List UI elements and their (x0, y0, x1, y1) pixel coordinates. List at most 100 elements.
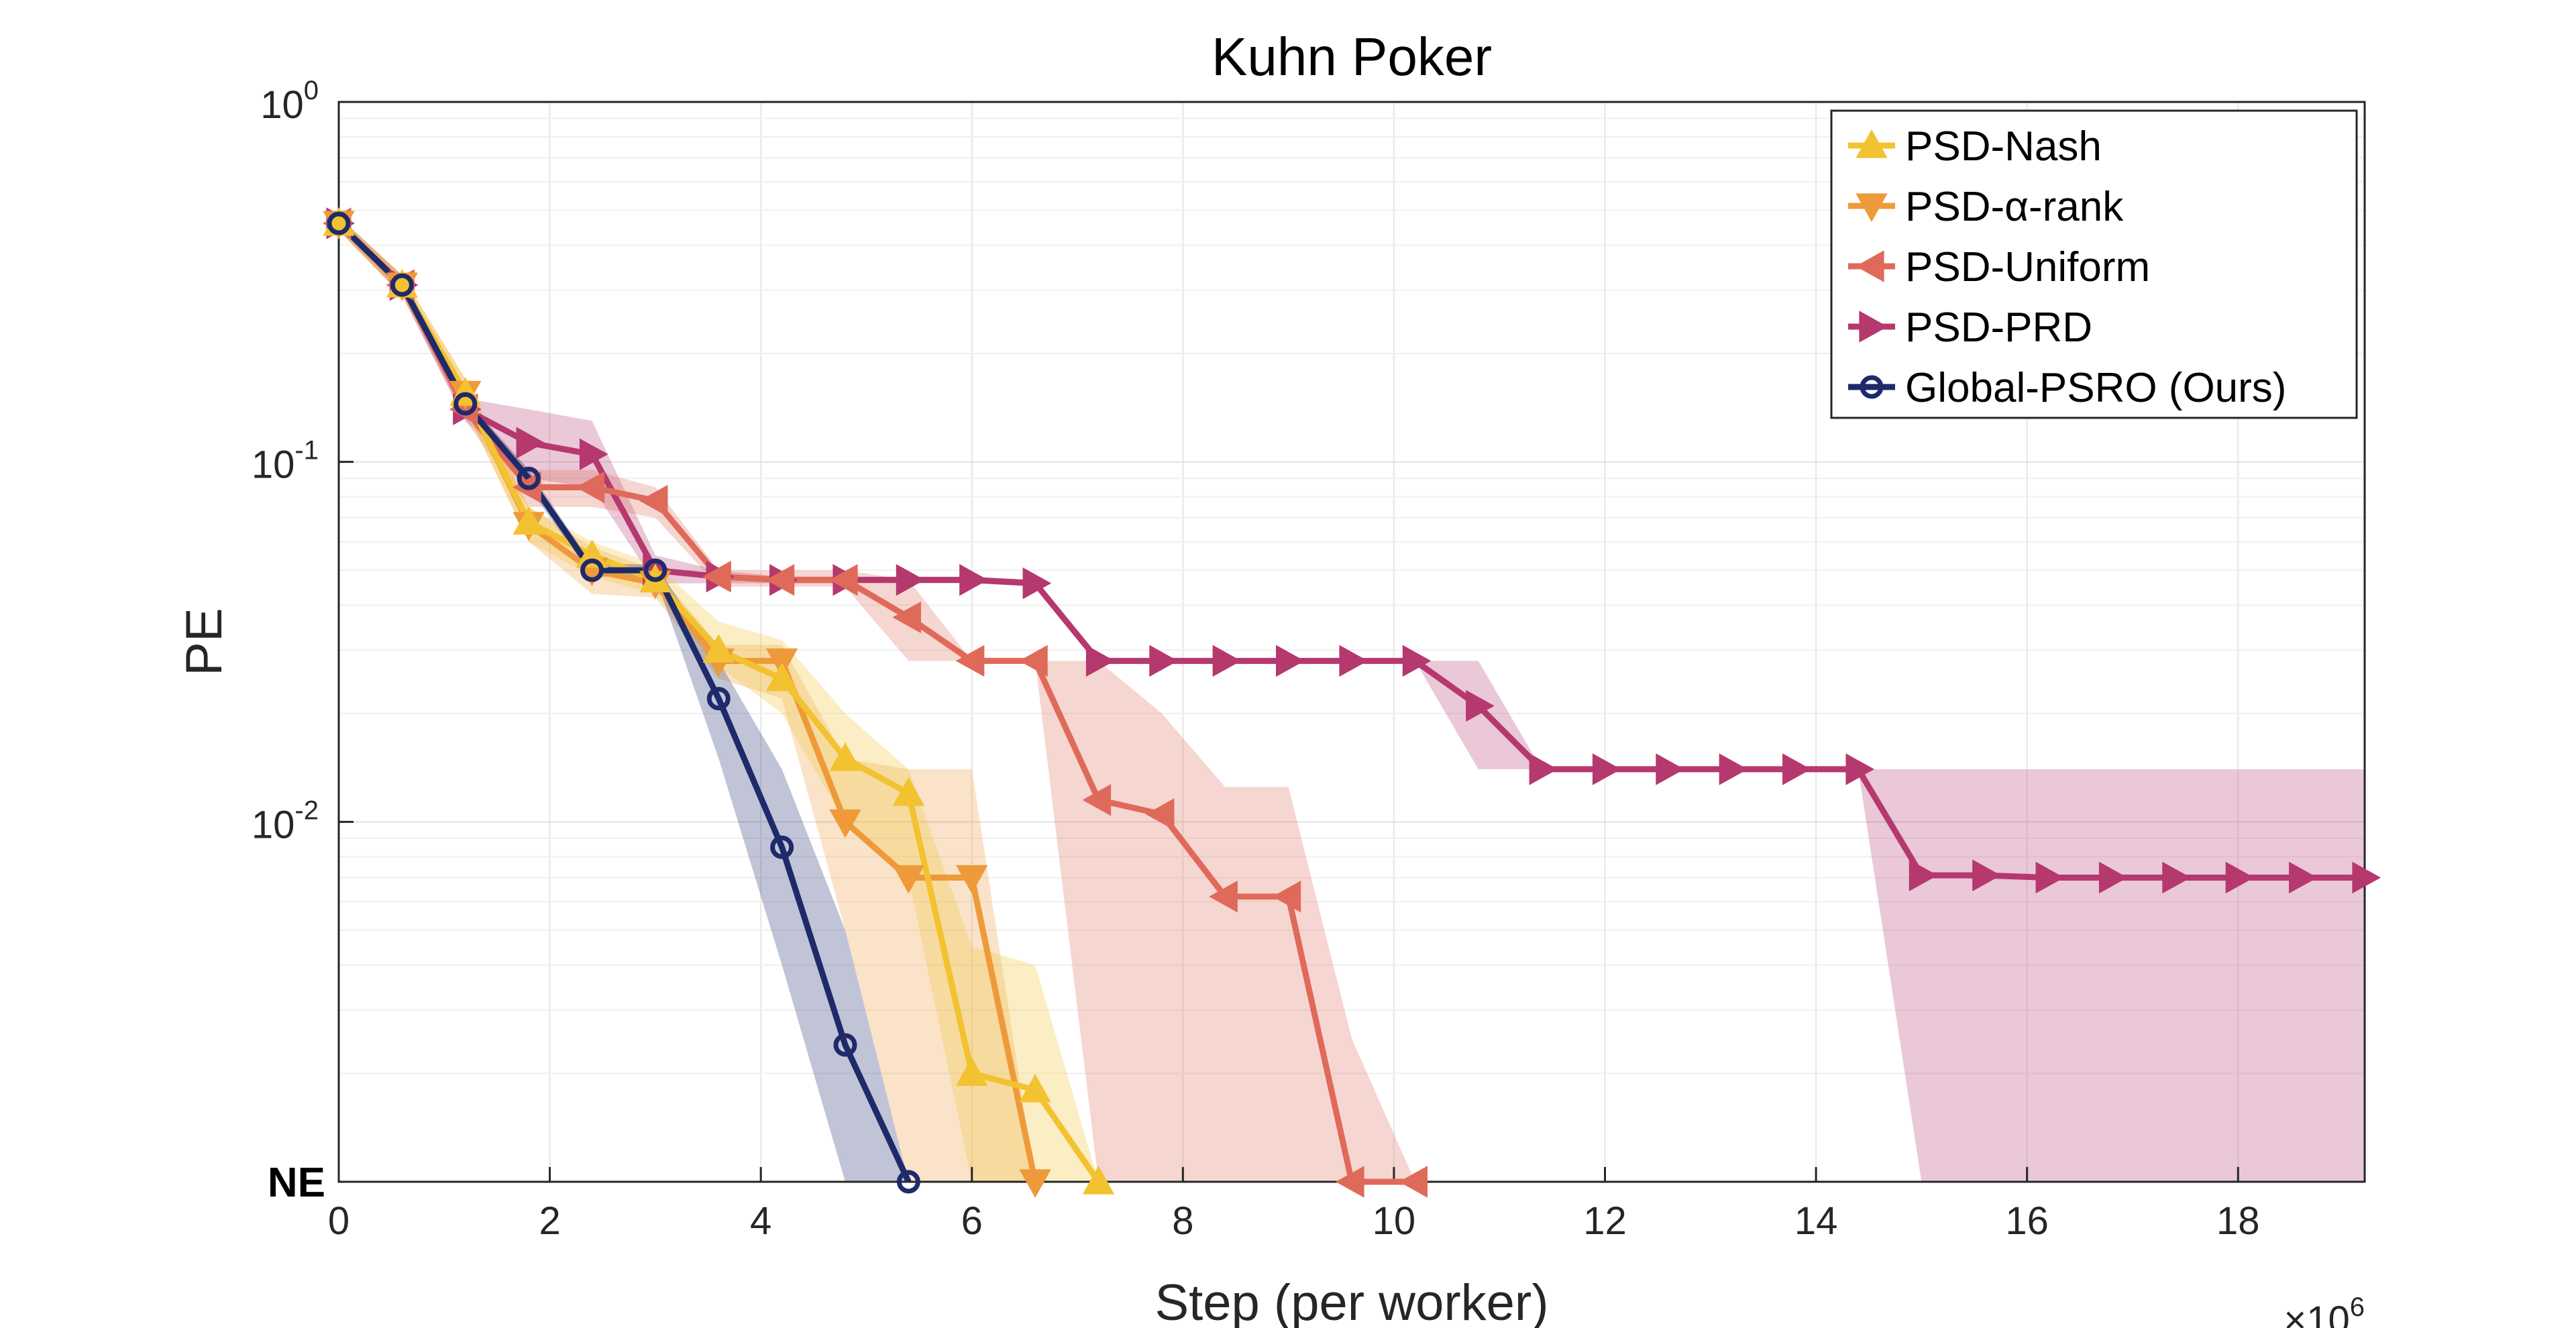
point-psd-nash (956, 1057, 988, 1087)
point-psd-uniform (765, 563, 795, 596)
point-psd-prd (1276, 645, 1305, 677)
point-global-psro-ours (390, 273, 414, 297)
point-psd-uniform (702, 561, 731, 593)
point-global-psro-ours (517, 466, 541, 490)
point-psd-rank (765, 648, 798, 677)
legend-label-psd-uniform: PSD-Uniform (1905, 244, 2150, 290)
x-tick-label: 18 (2216, 1199, 2260, 1243)
x-tick-label: 6 (961, 1199, 983, 1243)
legend-label-psd-nash: PSD-Nash (1905, 123, 2102, 170)
chart-title: Kuhn Poker (1212, 27, 1492, 87)
point-psd-rank (1019, 1169, 1051, 1199)
point-psd-prd (1972, 859, 2001, 891)
point-psd-nash (829, 742, 861, 771)
point-psd-nash (513, 506, 545, 535)
point-psd-prd (1022, 567, 1052, 600)
point-psd-uniform (1082, 784, 1112, 816)
axis-ticks: 0 2 4 6 8 10 12 14 16 18 100 10-1 10-2 (252, 76, 2260, 1243)
band-psd-rank (339, 217, 1036, 1182)
y-tick-label: 10-1 (252, 436, 319, 487)
y-tick-label: 10-2 (252, 795, 319, 846)
point-psd-rank (956, 865, 988, 894)
legend-marker-psd-uniform (1855, 250, 1884, 282)
x-tick-label: 0 (328, 1199, 350, 1243)
point-global-psro-ours (770, 835, 794, 859)
point-psd-prd (1592, 753, 1621, 785)
point-psd-prd (2225, 861, 2255, 894)
point-global-psro-ours (833, 1033, 857, 1057)
point-global-psro-ours (327, 211, 351, 235)
y-tick-label: 100 (260, 76, 319, 127)
point-psd-nash (1019, 1073, 1051, 1103)
x-tick-label: 16 (2005, 1199, 2049, 1243)
point-psd-nash (892, 777, 925, 806)
y-axis-label: PE (176, 608, 233, 675)
point-psd-uniform (892, 601, 921, 634)
legend-marker-psd-rank (1856, 193, 1888, 223)
grid-lines (338, 102, 2365, 1182)
point-psd-prd (2035, 861, 2065, 894)
y-tick-label-ne: NE (268, 1160, 325, 1206)
point-psd-prd (959, 563, 988, 596)
point-psd-prd (1339, 645, 1368, 677)
point-psd-prd (1656, 753, 1684, 785)
band-psd-prd (339, 217, 2365, 1182)
point-psd-prd (579, 438, 608, 470)
legend-marker-psd-nash (1856, 129, 1888, 158)
x-tick-label: 10 (1373, 1199, 1416, 1243)
point-psd-nash (1082, 1165, 1115, 1195)
x-axis-multiplier: ×106 (2284, 1292, 2365, 1328)
point-psd-uniform (828, 563, 858, 596)
point-psd-uniform (639, 484, 668, 517)
legend-label-psd-prd: PSD-PRD (1905, 305, 2092, 351)
point-global-psro-ours (896, 1170, 920, 1194)
point-psd-prd (2352, 861, 2381, 894)
legend-box (1830, 109, 2358, 419)
point-psd-uniform (955, 645, 985, 677)
point-psd-prd (1719, 753, 1748, 785)
legend-label-global-psro-ours: Global-PSRO (Ours) (1905, 365, 2286, 411)
point-psd-prd (896, 563, 925, 596)
point-psd-rank (892, 865, 925, 894)
point-psd-uniform (1145, 798, 1175, 830)
point-psd-prd (1529, 753, 1558, 785)
point-global-psro-ours (580, 558, 604, 582)
line-global-psro-ours (336, 221, 912, 1183)
x-axis-label: Step (per worker) (1155, 1274, 1548, 1328)
point-psd-prd (1149, 645, 1178, 677)
point-psd-uniform (576, 471, 605, 504)
point-psd-uniform (1019, 645, 1048, 677)
point-psd-prd (1212, 645, 1242, 677)
series-markers (322, 207, 2381, 1199)
x-multiplier-exp: 6 (2350, 1292, 2365, 1322)
point-psd-prd (2098, 861, 2128, 894)
point-psd-nash (702, 634, 735, 663)
point-psd-uniform (1272, 881, 1301, 913)
point-global-psro-ours (706, 687, 731, 711)
point-psd-uniform (1335, 1166, 1364, 1198)
point-psd-prd (1782, 753, 1811, 785)
point-global-psro-ours (643, 558, 667, 582)
point-psd-prd (1909, 859, 1938, 891)
band-psd-uniform (339, 217, 1415, 1182)
x-tick-label: 12 (1583, 1199, 1627, 1243)
x-tick-label: 8 (1172, 1199, 1193, 1243)
point-psd-nash (765, 662, 798, 691)
point-psd-prd (516, 427, 545, 459)
x-multiplier-base: ×10 (2284, 1298, 2349, 1328)
point-global-psro-ours (453, 392, 478, 416)
point-psd-nash (576, 539, 608, 568)
point-psd-prd (1466, 689, 1495, 722)
legend-marker-global-psro-ours (1860, 375, 1884, 399)
point-psd-prd (2162, 861, 2191, 894)
x-tick-label: 2 (539, 1199, 560, 1243)
point-psd-prd (2289, 861, 2318, 894)
point-psd-rank (829, 809, 861, 838)
point-psd-prd (1085, 645, 1115, 677)
point-psd-uniform (1399, 1166, 1428, 1198)
point-psd-uniform (1209, 881, 1238, 913)
legend-marker-psd-prd (1859, 311, 1888, 343)
legend-label-psd-rank: PSD-α-rank (1905, 184, 2124, 230)
x-tick-label: 4 (750, 1199, 771, 1243)
